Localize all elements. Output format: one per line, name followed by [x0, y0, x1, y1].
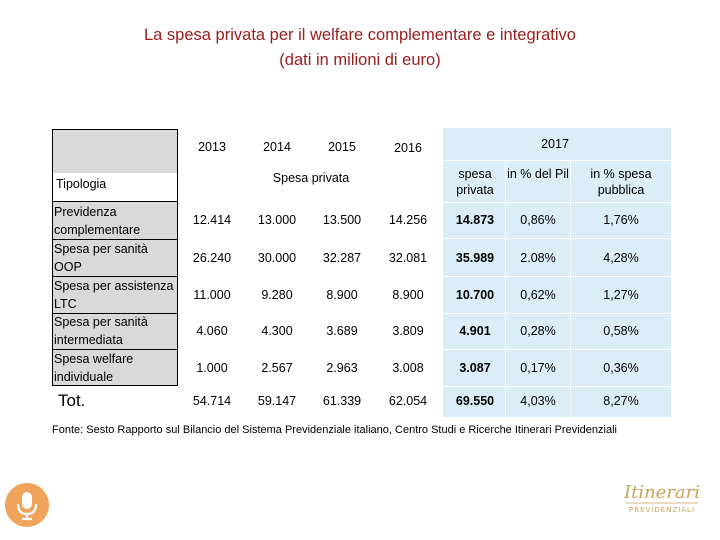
divider	[443, 386, 671, 387]
itinerari-logo: Itinerari PREVIDENZIALI	[612, 478, 712, 518]
subheader-pct-pil: in % del Pil	[507, 167, 569, 181]
divider	[443, 202, 671, 203]
row-label-cell	[52, 349, 178, 386]
table-cell: 1,27%	[603, 288, 639, 302]
table-cell: 3.008	[392, 361, 424, 375]
table-cell: 32.081	[388, 251, 428, 265]
table-cell: 4,28%	[603, 251, 639, 265]
table-cell: 0,62%	[520, 288, 556, 302]
divider	[443, 313, 671, 314]
table-cell: 2.567	[261, 361, 293, 375]
svg-text:PREVIDENZIALI: PREVIDENZIALI	[629, 506, 695, 514]
row-label-cell	[52, 201, 178, 239]
table-corner-cell	[52, 129, 178, 173]
microphone-icon[interactable]	[5, 483, 49, 527]
divider	[443, 276, 671, 277]
divider	[180, 160, 443, 161]
divider	[570, 160, 571, 417]
spesa-privata-header: Spesa privata	[272, 171, 350, 185]
table-cell: 35.989	[455, 251, 495, 265]
table-cell: 4.901	[459, 324, 491, 338]
row-label-sanita-intermediata: Spesa per sanità intermediata	[54, 315, 148, 347]
table-cell: 2.963	[326, 361, 358, 375]
divider	[443, 238, 671, 239]
table-cell: 32.287	[322, 251, 362, 265]
table-cell: 14.256	[388, 213, 428, 227]
row-label-cell	[52, 239, 178, 276]
row-label-sanita-oop: Spesa per sanità OOP	[54, 242, 148, 274]
year-header-2014: 2014	[263, 140, 291, 154]
table-cell: 14.873	[455, 213, 495, 227]
table-cell: 12.414	[192, 213, 232, 227]
subheader-pct-spesa-pubblica: in % spesa pubblica	[590, 167, 652, 197]
table-cell: 0,17%	[520, 361, 556, 375]
table-cell: 30.000	[257, 251, 297, 265]
total-label: Tot.	[58, 391, 86, 410]
table-cell: 0,36%	[603, 361, 639, 375]
table-cell: 26.240	[192, 251, 232, 265]
divider	[443, 349, 671, 350]
total-cell: 59.147	[257, 394, 297, 408]
total-cell: 8,27%	[603, 394, 639, 408]
year-header-2017: 2017	[541, 137, 569, 151]
table-cell: 2.08%	[520, 251, 556, 265]
row-label-cell	[52, 276, 178, 313]
table-cell: 0,86%	[520, 213, 556, 227]
table-cell: 1.000	[196, 361, 228, 375]
table-cell: 0,58%	[603, 324, 639, 338]
table-cell: 10.700	[455, 288, 495, 302]
tipologia-header-cell	[52, 173, 178, 201]
row-label-cell	[52, 313, 178, 349]
table-cell: 3.689	[326, 324, 358, 338]
table-cell: 9.280	[261, 288, 293, 302]
year-header-2016: 2016	[394, 141, 422, 155]
total-cell: 4,03%	[520, 394, 556, 408]
page-subtitle: (dati in milioni di euro)	[279, 51, 441, 69]
table-cell: 8.900	[326, 288, 358, 302]
divider	[505, 160, 506, 417]
table-cell: 8.900	[392, 288, 424, 302]
svg-text:Itinerari: Itinerari	[623, 482, 700, 503]
row-label-ltc: Spesa per assistenza LTC	[54, 279, 174, 311]
table-cell: 4.300	[261, 324, 293, 338]
total-cell: 61.339	[322, 394, 362, 408]
page-title: La spesa privata per il welfare compleme…	[144, 26, 576, 44]
year-header-2015: 2015	[328, 140, 356, 154]
table-cell: 13.000	[257, 213, 297, 227]
total-cell: 54.714	[192, 394, 232, 408]
tipologia-header: Tipologia	[56, 177, 107, 191]
year-header-2013: 2013	[198, 140, 226, 154]
table-cell: 4.060	[196, 324, 228, 338]
row-label-welfare-individuale: Spesa welfare individuale	[54, 352, 134, 384]
table-cell: 3.809	[392, 324, 424, 338]
table-cell: 11.000	[193, 288, 231, 302]
table-cell: 3.087	[459, 361, 491, 375]
table-cell: 1,76%	[603, 213, 639, 227]
table-cell: 0,28%	[520, 324, 556, 338]
subheader-spesa-privata: spesa privata	[456, 167, 494, 197]
divider	[443, 160, 671, 161]
total-cell: 62.054	[388, 394, 428, 408]
row-label-previdenza: Previdenza complementare	[54, 205, 141, 237]
total-cell: 69.550	[455, 394, 495, 408]
divider	[180, 202, 443, 203]
table-cell: 13.500	[322, 213, 362, 227]
source-note: Fonte: Sesto Rapporto sul Bilancio del S…	[52, 424, 617, 436]
year-2017-block	[443, 128, 671, 417]
